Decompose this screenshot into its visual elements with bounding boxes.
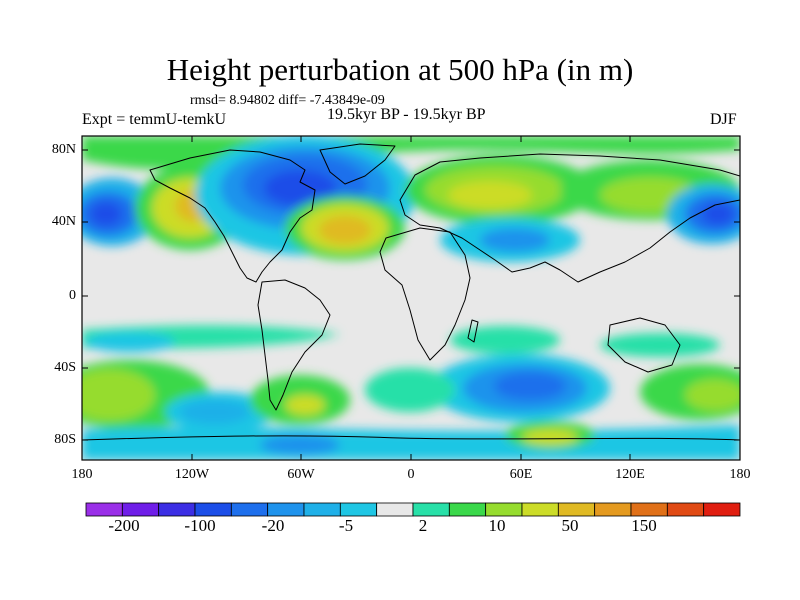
colorbar-box bbox=[412, 502, 450, 517]
colorbar-box bbox=[85, 502, 123, 517]
colorbar-box bbox=[267, 502, 305, 517]
colorbar-box bbox=[230, 502, 269, 517]
colorbar-label: -20 bbox=[261, 516, 285, 535]
colorbar-label: -100 bbox=[184, 516, 216, 535]
colorbar-box bbox=[448, 502, 487, 517]
lon-label-180w: 180 bbox=[71, 467, 93, 482]
colorbar-box bbox=[339, 502, 378, 517]
experiment-label: Expt = temmU-temkU bbox=[82, 111, 227, 128]
colorbar-label: 2 bbox=[418, 516, 428, 535]
coastlines bbox=[82, 143, 740, 441]
colorbar-box bbox=[121, 502, 160, 517]
lon-label-0: 0 bbox=[407, 467, 415, 482]
lon-label-60w: 60W bbox=[287, 467, 315, 482]
lat-label-0: 0 bbox=[69, 288, 76, 303]
lat-label-80n: 80N bbox=[51, 142, 76, 157]
lon-label-180e: 180 bbox=[729, 467, 751, 482]
lat-label-40s: 40S bbox=[54, 360, 76, 375]
colorbar-box bbox=[485, 502, 523, 517]
colorbar-box bbox=[303, 502, 341, 517]
rmsd-diff-stats: rmsd= 8.94802 diff= -7.43849e-09 bbox=[190, 93, 385, 108]
lon-label-120w: 120W bbox=[174, 467, 210, 482]
colorbar-box bbox=[703, 502, 741, 517]
lon-ticks bbox=[191, 136, 631, 460]
colorbar-box bbox=[666, 502, 705, 517]
colorbar bbox=[85, 502, 741, 517]
colorbar-label: 50 bbox=[561, 516, 579, 535]
colorbar-box bbox=[521, 502, 559, 517]
period-label: 19.5kyr BP - 19.5kyr BP bbox=[327, 106, 486, 123]
colorbar-label: -200 bbox=[108, 516, 140, 535]
colorbar-box bbox=[194, 502, 232, 517]
height-perturbation-field bbox=[82, 136, 740, 460]
colorbar-label: -5 bbox=[338, 516, 354, 535]
colorbar-box bbox=[594, 502, 632, 517]
lon-label-60e: 60E bbox=[509, 467, 533, 482]
season-label: DJF bbox=[710, 111, 737, 128]
colorbar-box bbox=[376, 502, 414, 517]
plot-title: Height perturbation at 500 hPa (in m) bbox=[166, 52, 634, 87]
colorbar-label: 150 bbox=[631, 516, 657, 535]
lat-ticks bbox=[82, 149, 740, 441]
colorbar-box bbox=[557, 502, 596, 517]
lon-label-120e: 120E bbox=[615, 467, 645, 482]
colorbar-label: 10 bbox=[488, 516, 506, 535]
lat-label-80s: 80S bbox=[54, 432, 76, 447]
colorbar-box bbox=[158, 502, 196, 517]
colorbar-box bbox=[630, 502, 668, 517]
lat-label-40n: 40N bbox=[51, 214, 76, 229]
